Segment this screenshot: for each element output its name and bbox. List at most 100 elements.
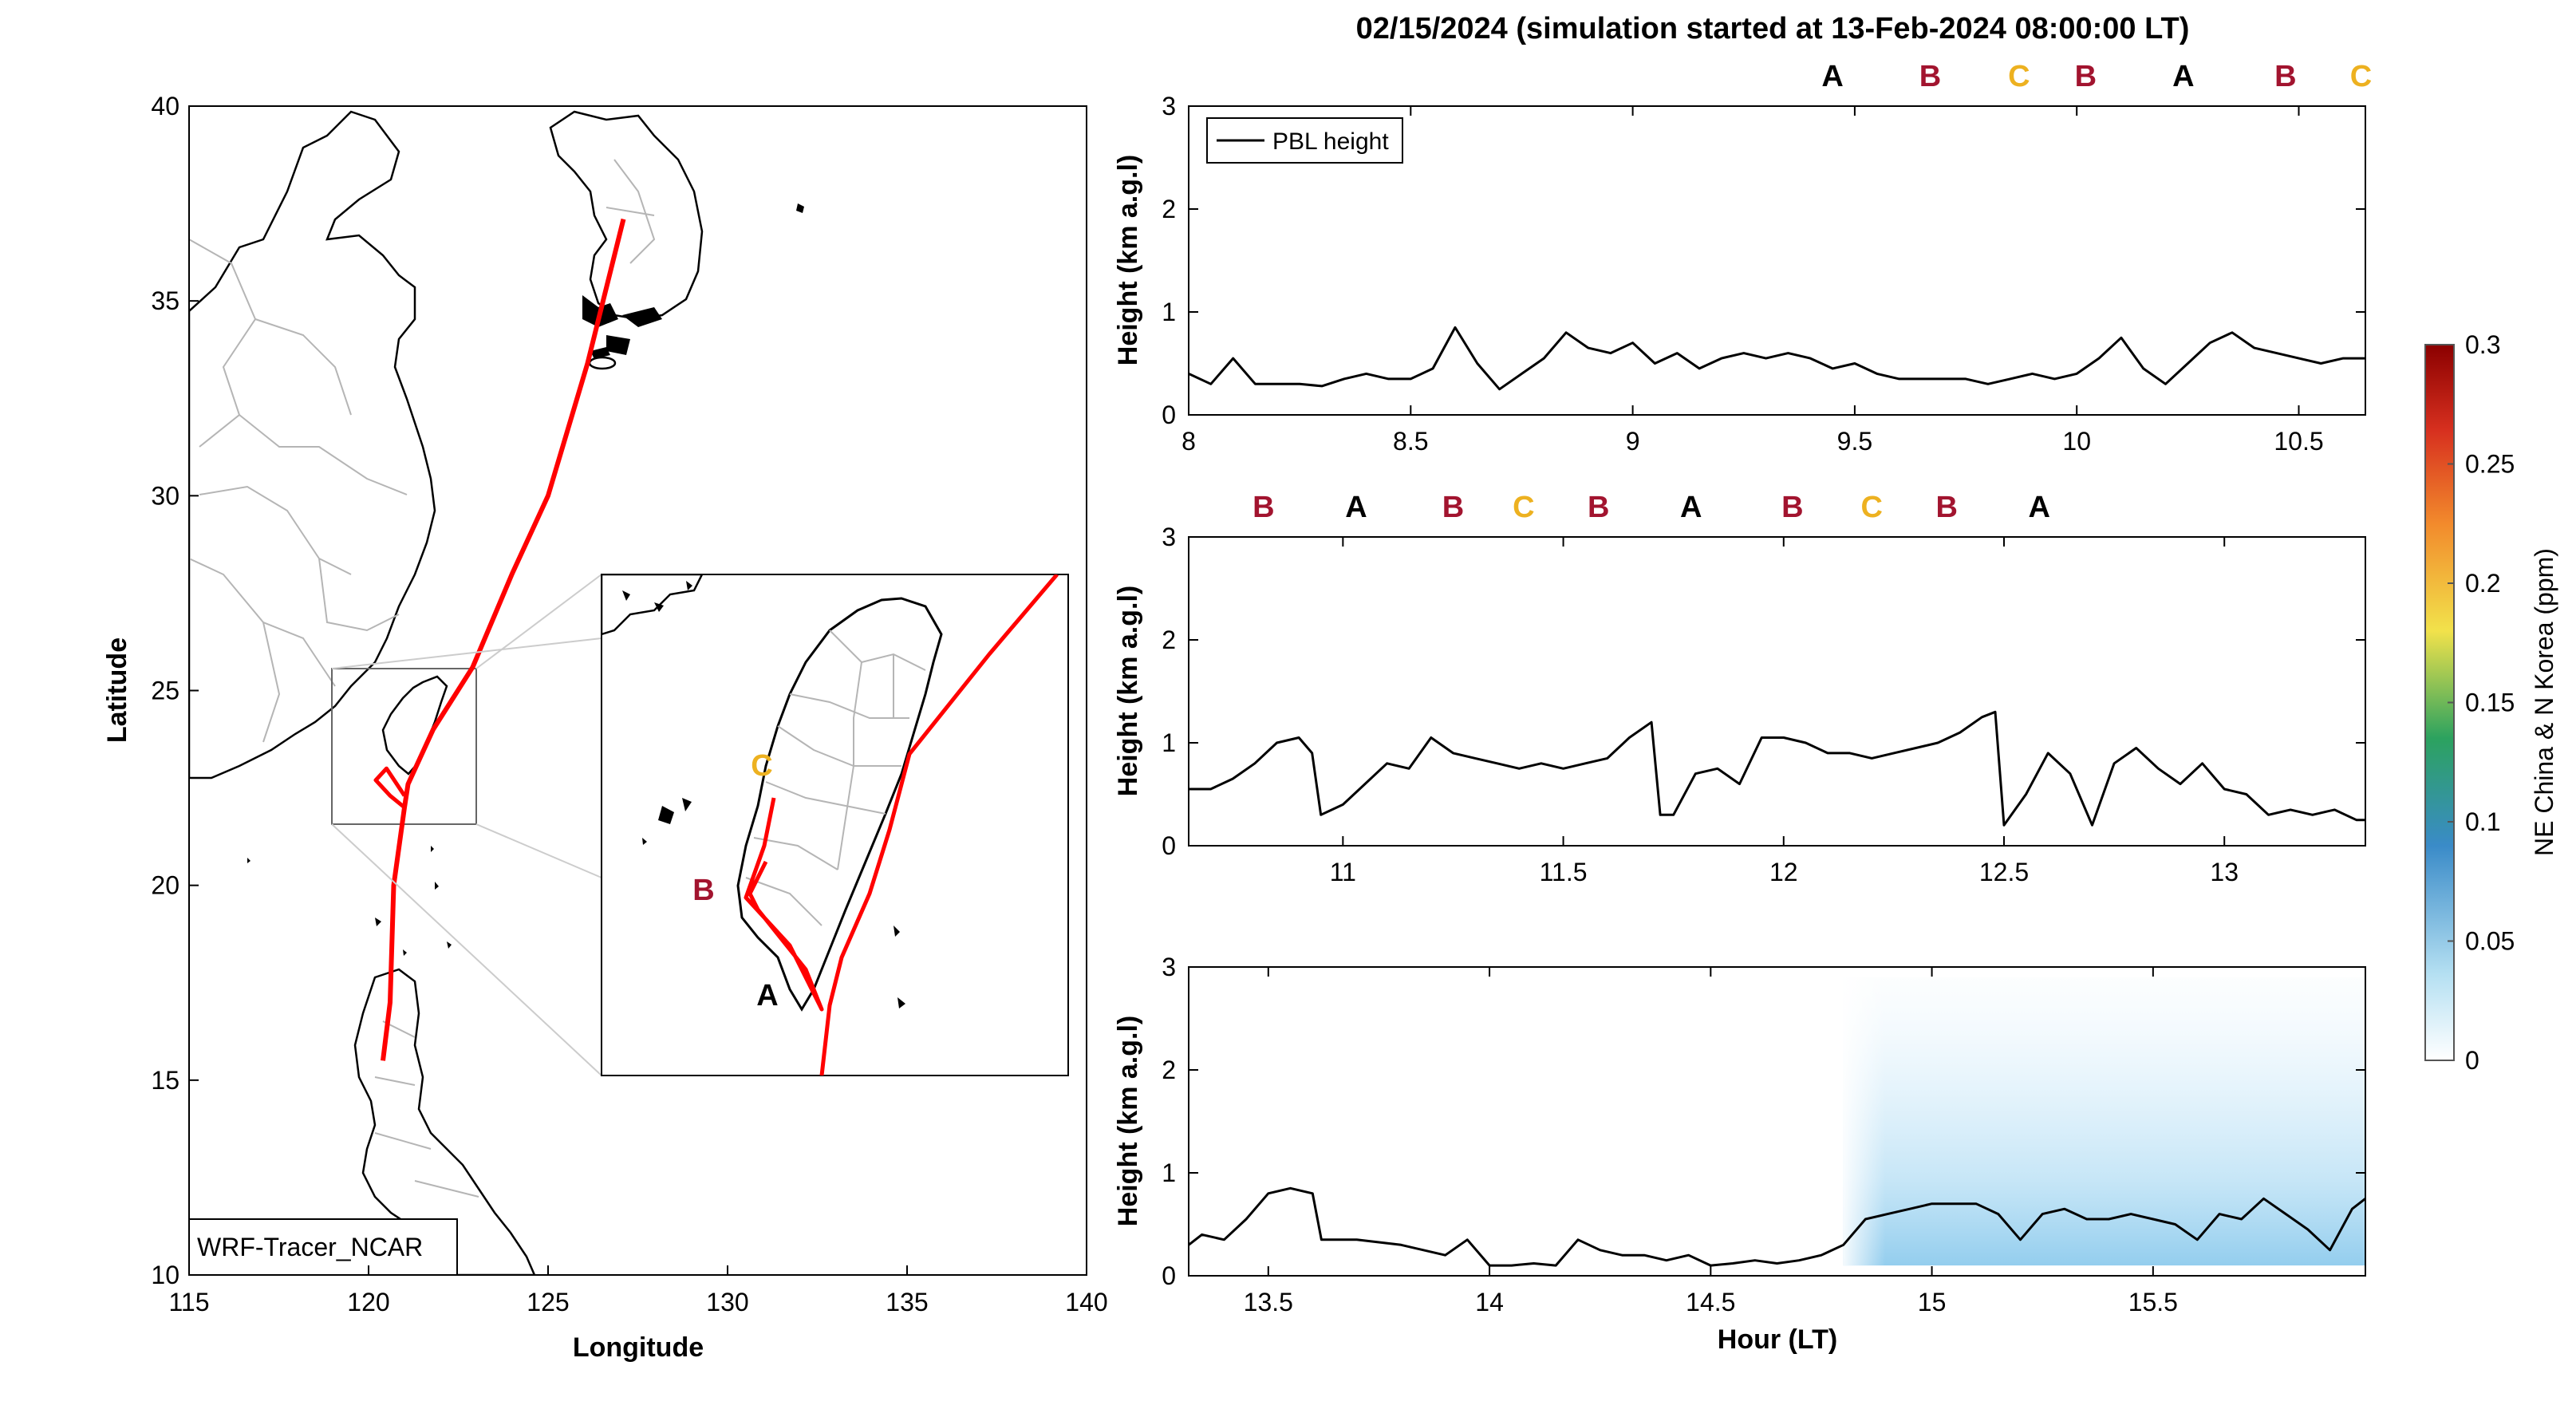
- map-y-ticks: 10 15 20 25 30 35 40: [151, 92, 199, 1289]
- site-letter: B: [1919, 60, 1941, 93]
- colorbar-tick-label: 0: [2465, 1046, 2479, 1075]
- colorbar-ticks: 0 0.05 0.1 0.15 0.2 0.25 0.3: [2448, 330, 2515, 1075]
- site-letter: B: [2274, 60, 2296, 93]
- map-x-tick-label: 140: [1065, 1288, 1107, 1316]
- panel-1-y-ticks: 0 1 2 3: [1162, 92, 2365, 429]
- map-x-tick-label: 120: [347, 1288, 389, 1316]
- china-coastline: [189, 110, 436, 780]
- small-islands: [247, 846, 452, 956]
- site-letter: B: [1252, 491, 1274, 524]
- colorbar-tick-label: 0.25: [2465, 450, 2515, 479]
- pbl-height-line: [1189, 710, 2365, 827]
- tracer-concentration-shading: [1843, 977, 2365, 1266]
- map-y-tick-label: 20: [151, 871, 179, 900]
- inset-map: C B A: [601, 574, 1069, 1076]
- site-letter: A: [2172, 60, 2194, 93]
- panel-2-frame: [1188, 536, 2366, 847]
- figure-title: 02/15/2024 (simulation started at 13-Feb…: [1356, 12, 2190, 45]
- map-y-tick-label: 40: [151, 92, 179, 120]
- colorbar-tick-label: 0.05: [2465, 927, 2515, 956]
- site-letter: B: [1442, 491, 1464, 524]
- y-tick-label: 1: [1162, 1158, 1176, 1187]
- colorbar-tick-label: 0.3: [2465, 330, 2500, 359]
- y-tick-label: 2: [1162, 1056, 1176, 1084]
- x-tick-label: 9.5: [1837, 427, 1872, 456]
- map-x-tick-label: 130: [706, 1288, 748, 1316]
- site-letter: A: [2028, 491, 2049, 524]
- map-y-tick-label: 30: [151, 481, 179, 510]
- map-y-tick-label: 35: [151, 286, 179, 315]
- site-letter: B: [1588, 491, 1609, 524]
- site-letter: B: [1935, 491, 1957, 524]
- map-land: [189, 110, 804, 1275]
- x-tick-label: 14.5: [1686, 1288, 1735, 1316]
- site-letter: B: [1781, 491, 1803, 524]
- inset-label-a: A: [756, 979, 778, 1012]
- x-tick-label: 9: [1626, 427, 1640, 456]
- panel-1-ylabel: Height (km a.g.l): [1113, 155, 1143, 365]
- pbl-height-line: [1188, 1186, 2366, 1267]
- panel-3-x-ticks: 13.5 14 14.5 15 15.5: [1244, 967, 2178, 1316]
- site-letter: B: [2075, 60, 2097, 93]
- x-tick-label: 10.5: [2274, 427, 2323, 456]
- jeju-island: [588, 356, 617, 370]
- y-tick-label: 0: [1162, 401, 1176, 429]
- panel-2-ylabel: Height (km a.g.l): [1113, 586, 1143, 796]
- panel-2-x-ticks: 11 11.5 12 12.5 13: [1330, 537, 2239, 886]
- x-tick-label: 13.5: [1244, 1288, 1293, 1316]
- x-tick-label: 11: [1330, 858, 1356, 886]
- site-letter: A: [1680, 491, 1702, 524]
- y-tick-label: 3: [1162, 523, 1176, 551]
- model-label: WRF-Tracer_NCAR: [197, 1233, 423, 1261]
- inset-connector-bottom: [331, 823, 602, 1076]
- province-borders: [189, 159, 656, 1198]
- x-tick-label: 8.5: [1393, 427, 1428, 456]
- map-x-tick-label: 125: [527, 1288, 569, 1316]
- taiwan-coastline: [381, 675, 448, 776]
- site-letter: A: [1821, 60, 1843, 93]
- site-letter: C: [2350, 60, 2372, 93]
- panel-1-frame: [1188, 105, 2366, 416]
- panel-3-y-ticks: 0 1 2 3: [1162, 953, 2365, 1290]
- y-tick-label: 2: [1162, 626, 1176, 654]
- trajectory-line: [381, 218, 626, 1061]
- y-tick-label: 0: [1162, 831, 1176, 860]
- x-tick-label: 11.5: [1540, 858, 1588, 886]
- inset-trajectory-local: [744, 797, 824, 1012]
- x-tick-label: 12.5: [1979, 858, 2029, 886]
- colorbar-label: NE China & N Korea (ppm): [2530, 548, 2558, 856]
- y-tick-label: 2: [1162, 195, 1176, 223]
- inset-label-b: B: [692, 874, 714, 907]
- inset-label-c: C: [751, 749, 772, 783]
- y-tick-label: 3: [1162, 953, 1176, 981]
- colorbar-tick-label: 0.15: [2465, 689, 2515, 717]
- x-tick-label: 12: [1769, 858, 1798, 886]
- map-ylabel: Latitude: [102, 637, 132, 743]
- inset-connector-mid: [475, 823, 602, 878]
- panel-1-legend: PBL height: [1206, 117, 1403, 164]
- x-tick-label: 14: [1475, 1288, 1504, 1316]
- inset-mainland-fragment: [602, 574, 704, 636]
- legend-label: PBL height: [1272, 128, 1389, 155]
- panel-2-y-ticks: 0 1 2 3: [1162, 523, 2365, 860]
- map-xlabel: Longitude: [573, 1332, 704, 1363]
- map-x-tick-label: 115: [168, 1288, 209, 1316]
- model-label-box: WRF-Tracer_NCAR: [188, 1218, 458, 1276]
- inset-county-borders: [745, 630, 926, 926]
- colorbar: 0 0.05 0.1 0.15 0.2 0.25 0.3 NE China & N Kore…: [2424, 330, 2558, 1075]
- japan-fragment: [796, 203, 804, 213]
- inset-trajectory-line: [819, 574, 1059, 1076]
- site-letter: C: [1513, 491, 1534, 524]
- colorbar-tick-label: 0.2: [2465, 569, 2500, 598]
- trajectory-line-secondary: [373, 766, 407, 809]
- pbl-height-line: [1188, 326, 2365, 391]
- panel-3-xlabel: Hour (LT): [1718, 1324, 1837, 1355]
- map-y-tick-label: 25: [151, 677, 179, 705]
- map-y-tick-label: 10: [151, 1261, 179, 1289]
- site-letter: A: [1345, 491, 1367, 524]
- korea-coastline: [549, 110, 704, 321]
